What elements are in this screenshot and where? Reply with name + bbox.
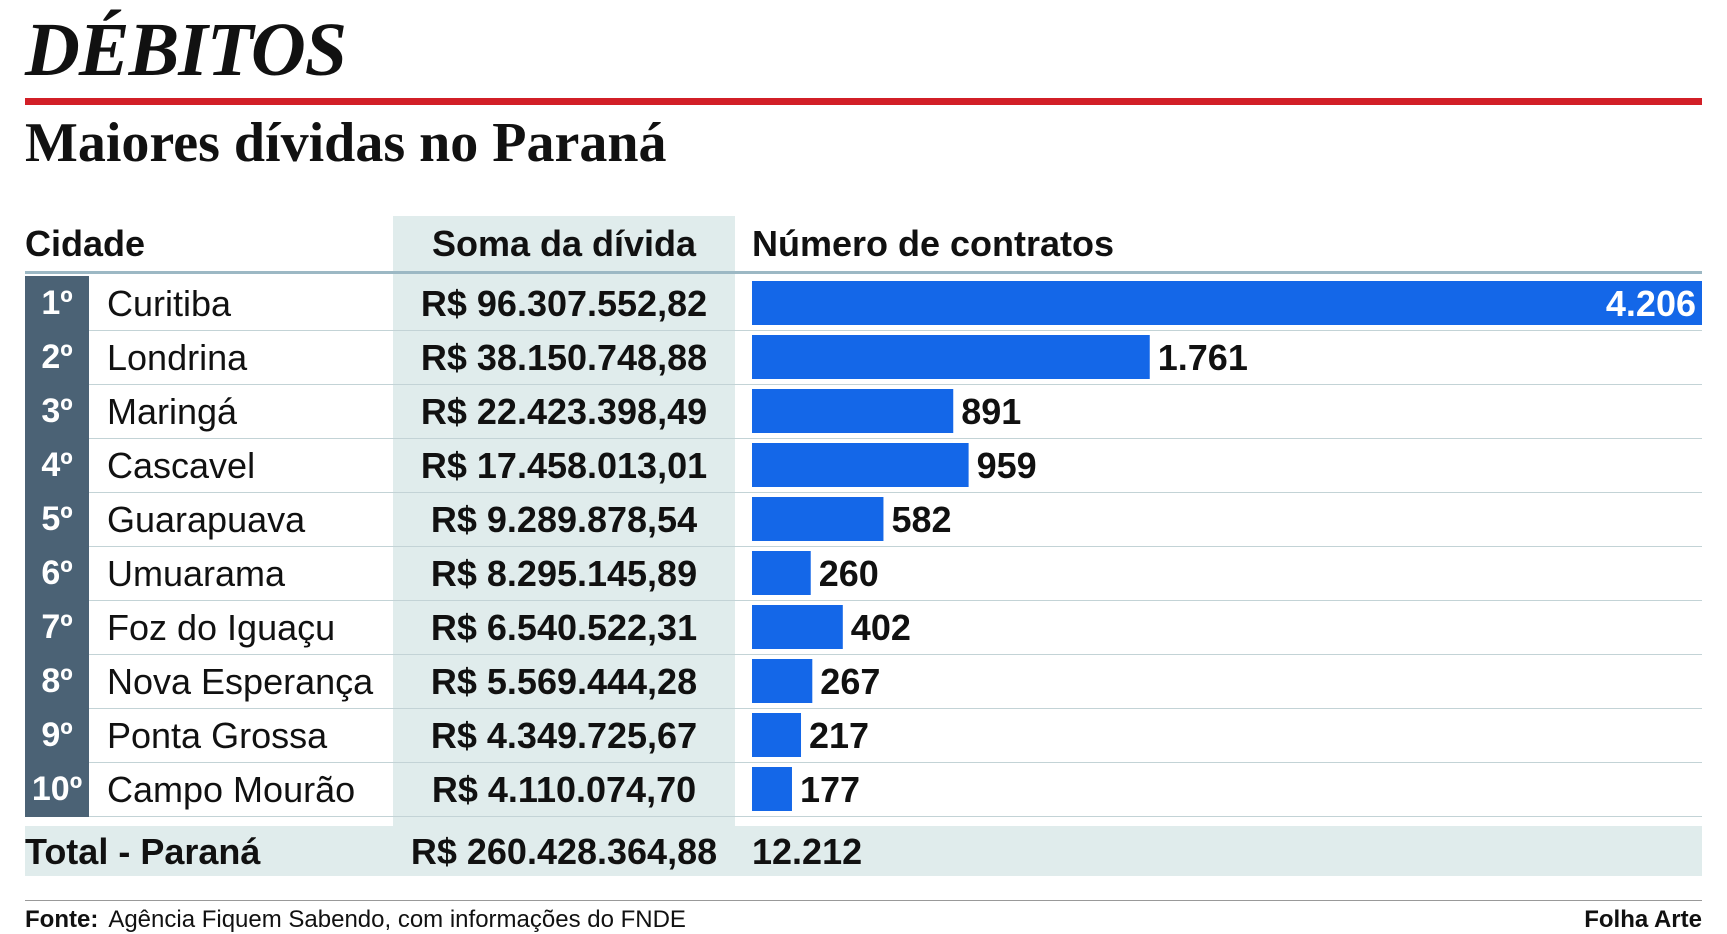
debt-sum: R$ 4.110.074,70 xyxy=(431,769,697,810)
debt-sum: R$ 6.540.522,31 xyxy=(430,607,698,648)
footer-divider xyxy=(25,900,1702,901)
kicker-title: DÉBITOS xyxy=(25,8,347,92)
contracts-bar xyxy=(752,335,1150,379)
debt-sum: R$ 96.307.552,82 xyxy=(420,283,708,324)
rank-badge: 4º xyxy=(25,438,89,493)
total-label: Total - Paraná xyxy=(25,831,261,872)
contracts-value-label: 267 xyxy=(820,661,880,702)
contracts-value-label: 582 xyxy=(891,499,951,540)
contracts-value-label: 1.761 xyxy=(1158,337,1248,378)
city-name: Curitiba xyxy=(107,283,232,324)
contracts-value-label: 260 xyxy=(819,553,879,594)
column-header-sum: Soma da dívida xyxy=(431,223,697,264)
contracts-bar-chart: 4.206 1.761 891 959 582 260 402 267 217 177 xyxy=(752,281,1702,811)
city-name: Campo Mourão xyxy=(107,769,356,810)
contracts-bar xyxy=(752,605,843,649)
contracts-bar xyxy=(752,497,884,541)
table-row: 3º Maringá R$ 22.423.398,49 xyxy=(25,384,1702,439)
contracts-value-label: 217 xyxy=(809,715,869,756)
contracts-bar xyxy=(752,389,954,433)
table-row: 8º Nova Esperança R$ 5.569.444,28 xyxy=(25,654,1702,709)
contracts-bar xyxy=(752,443,969,487)
table-row: 6º Umuarama R$ 8.295.145,89 xyxy=(25,546,1702,601)
contracts-value-label: 891 xyxy=(961,391,1021,432)
debt-sum: R$ 9.289.878,54 xyxy=(430,499,698,540)
table-row: 7º Foz do Iguaçu R$ 6.540.522,31 xyxy=(25,600,1702,655)
debt-sum: R$ 4.349.725,67 xyxy=(430,715,698,756)
source-text: Agência Fiquem Sabendo, com informações … xyxy=(108,906,686,933)
source-note: Fonte: Agência Fiquem Sabendo, com inform… xyxy=(25,906,686,934)
credit: Folha Arte xyxy=(1584,906,1702,933)
city-name: Foz do Iguaçu xyxy=(107,607,336,648)
debt-sum: R$ 5.569.444,28 xyxy=(430,661,698,702)
table-row: 4º Cascavel R$ 17.458.013,01 xyxy=(25,438,1702,493)
header-divider xyxy=(25,271,1702,274)
contracts-value-label: 959 xyxy=(977,445,1037,486)
red-divider xyxy=(25,98,1702,105)
contracts-value-label: 402 xyxy=(851,607,911,648)
rank-badge: 5º xyxy=(25,492,89,547)
table-row: 5º Guarapuava R$ 9.289.878,54 xyxy=(25,492,1702,547)
debt-sum: R$ 17.458.013,01 xyxy=(420,445,708,486)
total-row: Total - Paraná R$ 260.428.364,88 12.212 xyxy=(25,826,1702,876)
table-row: 10º Campo Mourão R$ 4.110.074,70 xyxy=(25,762,1702,817)
contracts-bar xyxy=(752,281,1702,325)
rank-badge: 7º xyxy=(25,600,89,655)
total-count: 12.212 xyxy=(752,831,863,872)
city-name: Londrina xyxy=(107,337,248,378)
city-name: Cascavel xyxy=(107,445,256,486)
debt-sum: R$ 8.295.145,89 xyxy=(430,553,698,594)
rank-badge: 9º xyxy=(25,708,89,763)
debt-sum: R$ 22.423.398,49 xyxy=(420,391,708,432)
rank-badge: 3º xyxy=(25,384,89,439)
city-name: Nova Esperança xyxy=(107,661,374,702)
table-row: 9º Ponta Grossa R$ 4.349.725,67 xyxy=(25,708,1702,763)
city-name: Ponta Grossa xyxy=(107,715,328,756)
table-row: 1º Curitiba R$ 96.307.552,82 xyxy=(25,276,1702,331)
column-header-count: Número de contratos xyxy=(752,223,1115,264)
rank-badge: 10º xyxy=(25,762,89,817)
contracts-bar xyxy=(752,767,792,811)
rank-badge: 1º xyxy=(25,276,89,331)
total-sum: R$ 260.428.364,88 xyxy=(410,831,718,872)
contracts-bar xyxy=(752,713,802,757)
source-label: Fonte: xyxy=(25,906,99,933)
debt-sum: R$ 38.150.748,88 xyxy=(420,337,708,378)
table-row: 2º Londrina R$ 38.150.748,88 xyxy=(25,330,1702,385)
rank-badge: 2º xyxy=(25,330,89,385)
column-header-city: Cidade xyxy=(25,223,146,264)
contracts-value-label: 4.206 xyxy=(1606,283,1696,324)
city-name: Maringá xyxy=(107,391,238,432)
city-name: Guarapuava xyxy=(107,499,306,540)
city-name: Umuarama xyxy=(107,553,286,594)
contracts-bar xyxy=(752,551,811,595)
contracts-value-label: 177 xyxy=(800,769,860,810)
contracts-bar xyxy=(752,659,813,703)
rank-badge: 6º xyxy=(25,546,89,601)
rank-badge: 8º xyxy=(25,654,89,709)
chart-title: Maiores dívidas no Paraná xyxy=(25,112,667,174)
